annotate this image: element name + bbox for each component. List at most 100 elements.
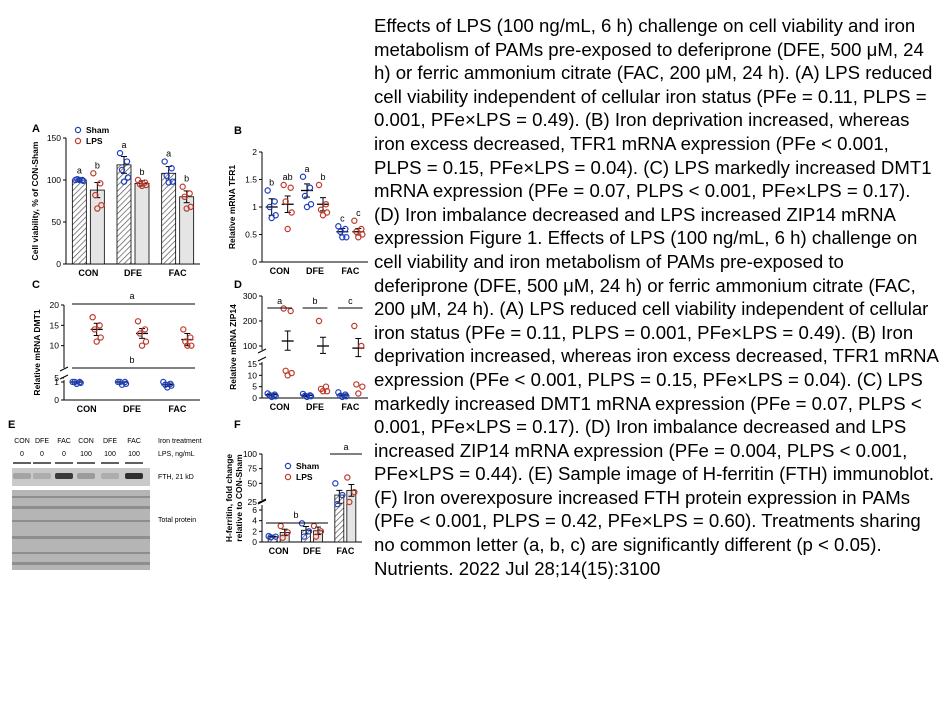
panel-a-bar: [89, 189, 105, 265]
panel-b-data-point: [271, 198, 278, 205]
blot-lane-lps: 0: [20, 451, 24, 458]
panel-d-sig-letter: a: [277, 296, 282, 306]
panel-a-category-label: FAC: [169, 268, 188, 278]
panel-e-label: E: [8, 419, 15, 431]
panel-a-sig-letter: b: [95, 160, 100, 170]
panel-b-data-point: [306, 184, 314, 191]
panel-a-bar: [179, 196, 195, 265]
panel-a-sig-letter: b: [184, 174, 189, 184]
panel-b-sig-letter: c: [340, 213, 345, 223]
panel-b-data-point: [317, 206, 325, 213]
panel-d-label: D: [234, 279, 242, 291]
panel-f-category-label: CON: [269, 546, 289, 556]
panel-c-y-tick-label: 20: [50, 300, 60, 310]
panel-d-data-point: [323, 388, 331, 395]
panel-c-data-point: [188, 342, 195, 349]
blot-band-label: FTH, 21 kD: [158, 474, 194, 481]
panel-f-y-tick-label: 4: [252, 516, 257, 526]
panel-b-y-tick-label: 2: [252, 147, 257, 157]
panel-f-y-tick-label: 50: [248, 478, 258, 488]
blot-total-protein-band: [12, 562, 150, 565]
panel-a-data-point: [142, 181, 150, 189]
panel-a-data-point: [186, 190, 193, 197]
panel-f-data-point: [310, 522, 318, 530]
blot-lane-lps: 100: [80, 451, 92, 458]
blot-total-label: Total protein: [158, 517, 196, 524]
panel-f-sig-letter: b: [293, 510, 298, 520]
panel-f-y-tick-label: 0: [252, 537, 257, 547]
panel-f-legend-marker: [284, 462, 292, 470]
panel-c-data-point: [97, 334, 104, 341]
figure-caption: Effects of LPS (100 ng/mL, 6 h) challeng…: [374, 15, 938, 579]
panel-a-data-point: [123, 158, 131, 165]
panel-c-label: C: [32, 279, 40, 291]
panel-b-data-point: [282, 198, 289, 205]
panel-f-y-tick-label: 2: [252, 526, 257, 536]
panel-c-data-point: [187, 334, 194, 341]
panel-a-y-label: Cell viability, % of CON-Sham: [30, 141, 40, 260]
panel-f-data-point: [300, 533, 308, 540]
panel-b-data-point: [268, 214, 275, 222]
panel-a-data-point: [163, 172, 170, 180]
panel-c-category-label: DFE: [123, 404, 141, 414]
panel-c-data-point: [77, 379, 84, 387]
panel-a-label: A: [32, 123, 40, 135]
panel-d-data-point: [319, 388, 327, 395]
panel-d-data-point: [351, 322, 358, 330]
panel-b-data-point: [343, 234, 350, 241]
panel-b-data-point: [299, 173, 307, 180]
panel-f-data-point: [346, 498, 353, 506]
panel-f-label: F: [234, 419, 241, 431]
panel-a-y-tick-label: 0: [56, 259, 61, 269]
blot-total-protein-band: [12, 536, 150, 539]
panel-d-data-point: [355, 390, 362, 397]
panel-c-data-point: [118, 381, 126, 388]
panel-a-data-point: [169, 178, 176, 185]
panel-f-category-label: DFE: [303, 546, 321, 556]
panel-b-label: B: [234, 125, 242, 137]
panel-c-category-label: CON: [77, 404, 97, 414]
panel-a-data-point: [120, 178, 128, 185]
panel-b-category-label: DFE: [306, 266, 324, 276]
blot-fth-band: [101, 473, 119, 479]
blot-fth-band: [55, 473, 73, 479]
panel-a-data-point: [98, 201, 105, 209]
panel-d-data-point: [343, 392, 350, 400]
panel-c-data-point: [134, 318, 142, 325]
panel-d-data-point: [287, 307, 294, 315]
panel-d-category-label: FAC: [341, 402, 360, 412]
panel-b-data-point: [288, 209, 295, 216]
panel-a-data-point: [97, 180, 104, 187]
blot-total-protein-band: [12, 496, 150, 498]
blot-lane-treatment: CON: [14, 438, 30, 445]
panel-c-sig-letter: b: [129, 355, 134, 365]
panel-a-data-point: [165, 179, 172, 186]
blot-fth-band: [13, 473, 31, 479]
panel-a-data-point: [138, 182, 146, 190]
blot-row-label-treatment: Iron treatment: [158, 438, 202, 445]
panel-a-sig-letter: a: [166, 149, 171, 159]
panel-d-y-tick-label: 300: [243, 291, 257, 301]
panel-a-data-point: [92, 191, 99, 199]
panel-b-sig-letter: a: [304, 164, 309, 174]
panel-d-sig-letter: c: [348, 296, 353, 306]
panel-a-bar: [134, 182, 150, 265]
panel-b-y-tick-label: 1.5: [245, 175, 257, 185]
panel-b-category-label: CON: [270, 266, 290, 276]
panel-a-sig-letter: a: [121, 140, 126, 150]
panel-b-data-point: [266, 203, 273, 211]
panel-f-legend-label: Sham: [296, 461, 320, 471]
blot-fth-band: [33, 473, 51, 479]
panel-d-y-tick-label: 5: [252, 382, 257, 392]
panel-f-y-label: H-ferritin, fold change: [224, 454, 234, 543]
blot-lane-treatment: DFE: [35, 438, 49, 445]
panel-f-sig-letter: a: [343, 442, 348, 452]
panel-b-category-label: FAC: [341, 266, 360, 276]
panel-c-data-point: [141, 326, 149, 333]
panel-f-data-point: [344, 474, 351, 481]
blot-lane-treatment: CON: [78, 438, 94, 445]
blot-lane-lps: 100: [104, 451, 116, 458]
panel-c-axis-break-2: [59, 366, 69, 372]
panel-f-y-label: relative to CON-Sham: [234, 454, 244, 542]
panel-d-category-label: CON: [270, 402, 290, 412]
